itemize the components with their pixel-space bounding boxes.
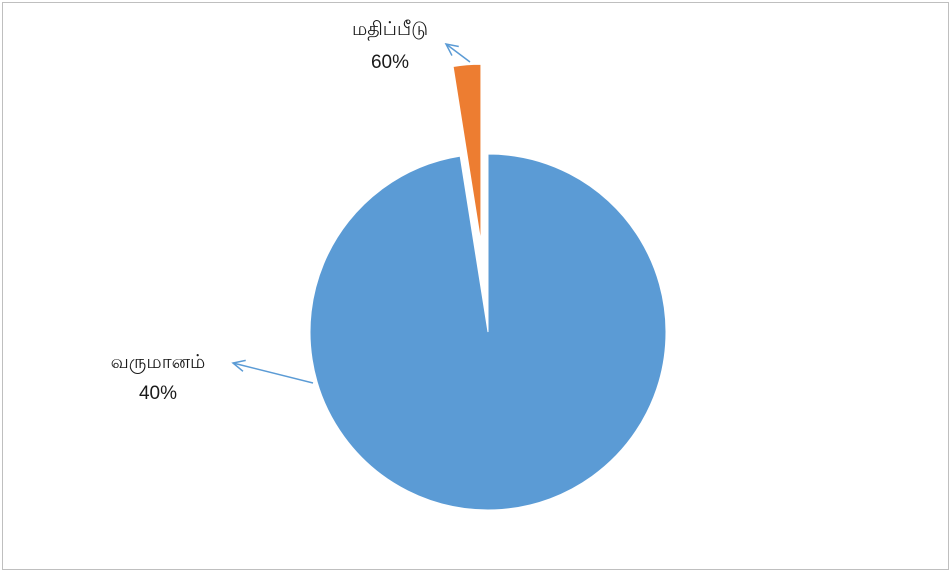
slice-label-estimate-name: மதிப்பீடு xyxy=(352,19,428,41)
leader-lines xyxy=(231,42,471,384)
pie-slices xyxy=(309,63,667,511)
leader-line-revenue xyxy=(231,359,314,384)
pie-slice-estimate xyxy=(452,63,482,243)
slice-label-revenue-pct: 40% xyxy=(139,383,177,404)
slice-label-estimate-pct: 60% xyxy=(371,52,409,73)
data-labels: வருமானம் 40% மதிப்பீடு 60% xyxy=(111,19,428,404)
slice-label-revenue-name: வருமானம் xyxy=(111,352,206,374)
leader-line-estimate xyxy=(444,42,471,63)
pie-slice-revenue xyxy=(309,153,667,511)
